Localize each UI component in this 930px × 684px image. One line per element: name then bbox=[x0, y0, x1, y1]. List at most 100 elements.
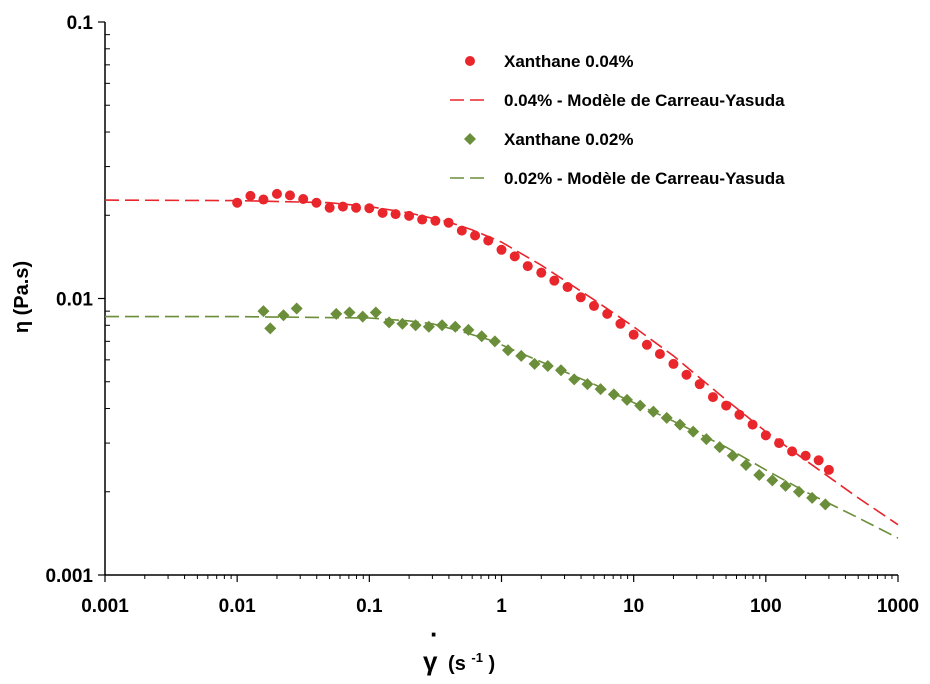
data-point bbox=[549, 275, 560, 286]
data-point bbox=[813, 455, 824, 466]
data-point bbox=[621, 393, 634, 406]
model-curve bbox=[104, 199, 899, 526]
data-point bbox=[753, 468, 766, 481]
data-point bbox=[496, 244, 507, 255]
ticks: 0.001 0.01 0.1 1 10 100 1000 0.001 0.01 0.1 bbox=[45, 13, 919, 617]
legend-label: 0.04% - Modèle de Carreau-Yasuda bbox=[504, 91, 785, 110]
data-point bbox=[615, 318, 626, 329]
data-point bbox=[740, 458, 753, 471]
data-point bbox=[713, 441, 726, 454]
data-point bbox=[449, 320, 462, 333]
data-point bbox=[819, 498, 832, 511]
x-tick-label: 100 bbox=[750, 596, 782, 617]
data-point bbox=[290, 302, 303, 315]
x-tick-label: 10 bbox=[623, 596, 644, 617]
data-point bbox=[324, 202, 335, 213]
data-point bbox=[257, 305, 270, 318]
legend-label: 0.02% - Modèle de Carreau-Yasuda bbox=[504, 169, 785, 188]
y-tick-label: 0.001 bbox=[45, 566, 93, 587]
data-point bbox=[779, 479, 792, 492]
legend-swatch bbox=[465, 56, 475, 66]
series-3 bbox=[257, 302, 832, 511]
legend-label: Xanthane 0.02% bbox=[504, 130, 633, 149]
data-point bbox=[673, 418, 686, 431]
legend-item: Xanthane 0.02% bbox=[464, 130, 633, 149]
x-tick-label: 0.001 bbox=[81, 596, 129, 617]
x-tick-label: 0.1 bbox=[356, 596, 383, 617]
data-point bbox=[515, 349, 528, 362]
data-point bbox=[654, 348, 665, 359]
data-point bbox=[541, 360, 554, 373]
data-point bbox=[641, 339, 652, 350]
model-curve bbox=[105, 315, 899, 539]
y-axis-title: η (Pa.s) bbox=[11, 261, 33, 333]
data-point bbox=[726, 449, 739, 462]
x-tick-label: 1 bbox=[496, 596, 507, 617]
data-point bbox=[568, 373, 581, 386]
plot-area bbox=[104, 188, 899, 539]
data-point bbox=[430, 215, 441, 226]
data-point bbox=[232, 197, 243, 208]
x-tick-label: 0.01 bbox=[219, 596, 256, 617]
data-point bbox=[456, 225, 467, 236]
data-point bbox=[245, 190, 256, 201]
data-point bbox=[588, 300, 599, 311]
legend-item: Xanthane 0.04% bbox=[465, 52, 633, 71]
data-point bbox=[264, 322, 277, 335]
x-axis-title-dot: · bbox=[430, 619, 439, 649]
data-point bbox=[575, 292, 586, 303]
legend-swatch bbox=[464, 133, 476, 145]
x-axis-unit-sup: -1 bbox=[471, 650, 483, 665]
data-point bbox=[800, 450, 811, 461]
data-point bbox=[536, 267, 547, 278]
data-point bbox=[694, 379, 705, 390]
data-point bbox=[562, 282, 573, 293]
data-point bbox=[522, 261, 533, 272]
data-point bbox=[277, 309, 290, 322]
data-point bbox=[258, 194, 269, 205]
x-axis-title: · γ (s -1 ) bbox=[423, 619, 495, 676]
data-point bbox=[823, 464, 834, 475]
data-point bbox=[343, 306, 356, 319]
legend-label: Xanthane 0.04% bbox=[504, 52, 633, 71]
data-point bbox=[681, 369, 692, 380]
data-point bbox=[470, 230, 481, 241]
data-point bbox=[509, 251, 520, 262]
data-point bbox=[792, 485, 805, 498]
x-axis-unit: (s bbox=[448, 653, 466, 675]
legend: Xanthane 0.04% 0.04% - Modèle de Carreau-… bbox=[450, 52, 785, 188]
data-point bbox=[377, 207, 388, 218]
data-point bbox=[721, 400, 732, 411]
data-point bbox=[356, 310, 369, 323]
data-point bbox=[581, 378, 594, 391]
data-point bbox=[528, 357, 541, 370]
data-point bbox=[502, 344, 515, 357]
data-point bbox=[475, 330, 488, 343]
data-point bbox=[668, 358, 679, 369]
data-point bbox=[628, 329, 639, 340]
legend-item: 0.04% - Modèle de Carreau-Yasuda bbox=[450, 91, 785, 110]
data-point bbox=[707, 392, 718, 403]
series-1 bbox=[232, 188, 834, 475]
data-point bbox=[383, 316, 396, 329]
x-axis-unit-close: ) bbox=[489, 653, 496, 675]
data-point bbox=[337, 201, 348, 212]
data-point bbox=[436, 319, 449, 332]
data-point bbox=[734, 409, 745, 420]
data-point bbox=[607, 388, 620, 401]
data-point bbox=[271, 188, 282, 199]
data-point bbox=[766, 474, 779, 487]
legend-item: 0.02% - Modèle de Carreau-Yasuda bbox=[450, 169, 785, 188]
y-tick-label: 0.01 bbox=[56, 290, 93, 311]
x-axis-symbol: γ bbox=[423, 646, 438, 676]
y-tick-label: 0.1 bbox=[67, 13, 94, 34]
data-point bbox=[284, 190, 295, 201]
data-point bbox=[774, 438, 785, 449]
data-point bbox=[806, 491, 819, 504]
data-point bbox=[369, 306, 382, 319]
series-2 bbox=[104, 199, 899, 526]
series-4 bbox=[105, 315, 899, 539]
data-point bbox=[364, 203, 375, 214]
x-axis-title-text: γ (s -1 ) bbox=[423, 645, 495, 676]
